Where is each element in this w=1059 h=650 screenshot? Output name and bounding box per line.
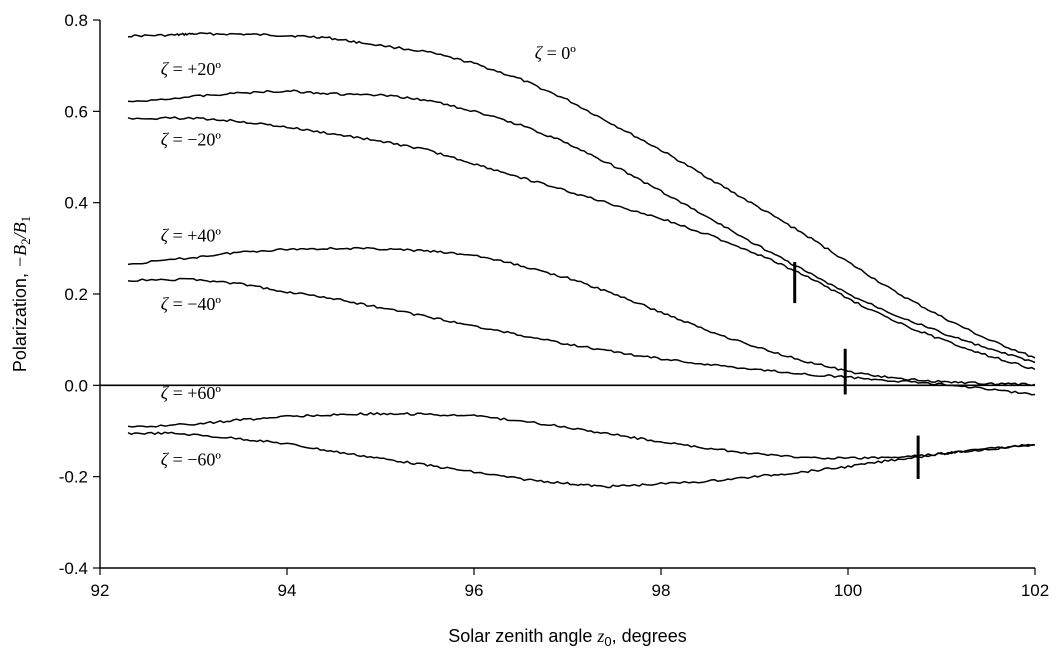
x-tick-label: 96 (465, 581, 484, 600)
series-label: ζ = −40º (161, 294, 222, 314)
x-axis-label-subscript: 0 (604, 634, 611, 649)
x-tick-label: 98 (652, 581, 671, 600)
series-label: ζ = +20º (161, 59, 222, 79)
x-tick-label: 100 (834, 581, 862, 600)
x-tick-label: 94 (278, 581, 297, 600)
series-group (127, 32, 1036, 489)
series-label: ζ = −20º (161, 130, 222, 150)
series-label: ζ = +40º (161, 225, 222, 245)
ticks: 92 94 96 98 100 102 -0.4 -0.2 0.0 0.2 0.4 0.6 0.8 (59, 11, 1049, 600)
series-labels: ζ = 0º ζ = +20º ζ = −20º ζ = +40º ζ = −40º ζ … (161, 43, 576, 469)
y-tick-label: 0.4 (64, 194, 88, 213)
y-tick-label: 0.2 (64, 285, 88, 304)
series-label: ζ = +60º (161, 383, 222, 403)
y-axis-label-sub2: 1 (18, 216, 33, 223)
series-line (127, 411, 1036, 460)
x-tick-label: 102 (1021, 581, 1049, 600)
y-tick-label: 0.0 (64, 376, 88, 395)
x-axis-label-text: Solar zenith angle (448, 626, 592, 646)
x-axis-label-suffix: , degrees (612, 626, 687, 646)
x-tick-label: 92 (91, 581, 110, 600)
y-tick-label: -0.4 (59, 559, 88, 578)
markers-group (793, 262, 920, 479)
series-line (127, 431, 1036, 489)
y-axis-label-text: Polarization, (10, 268, 30, 372)
axes (99, 20, 1035, 569)
series-line (127, 116, 1036, 371)
series-label: ζ = 0º (535, 43, 576, 63)
y-axis-label-sub1: 2 (18, 238, 33, 245)
series-line (127, 277, 1036, 396)
y-tick-label: -0.2 (59, 468, 88, 487)
x-axis-label-symbol: z (596, 626, 604, 646)
series-line (127, 89, 1036, 364)
x-axis-label: Solar zenith angle z0, degrees (448, 626, 686, 649)
series-line (128, 32, 1036, 359)
y-tick-label: 0.8 (64, 11, 88, 30)
y-tick-label: 0.6 (64, 102, 88, 121)
y-axis-label-div: /B (10, 222, 30, 239)
y-axis-label-expr: −B (10, 245, 30, 268)
y-axis-label: Polarization, −B2/B1 (10, 216, 33, 372)
series-line (127, 246, 1036, 387)
series-label: ζ = −60º (161, 449, 222, 469)
